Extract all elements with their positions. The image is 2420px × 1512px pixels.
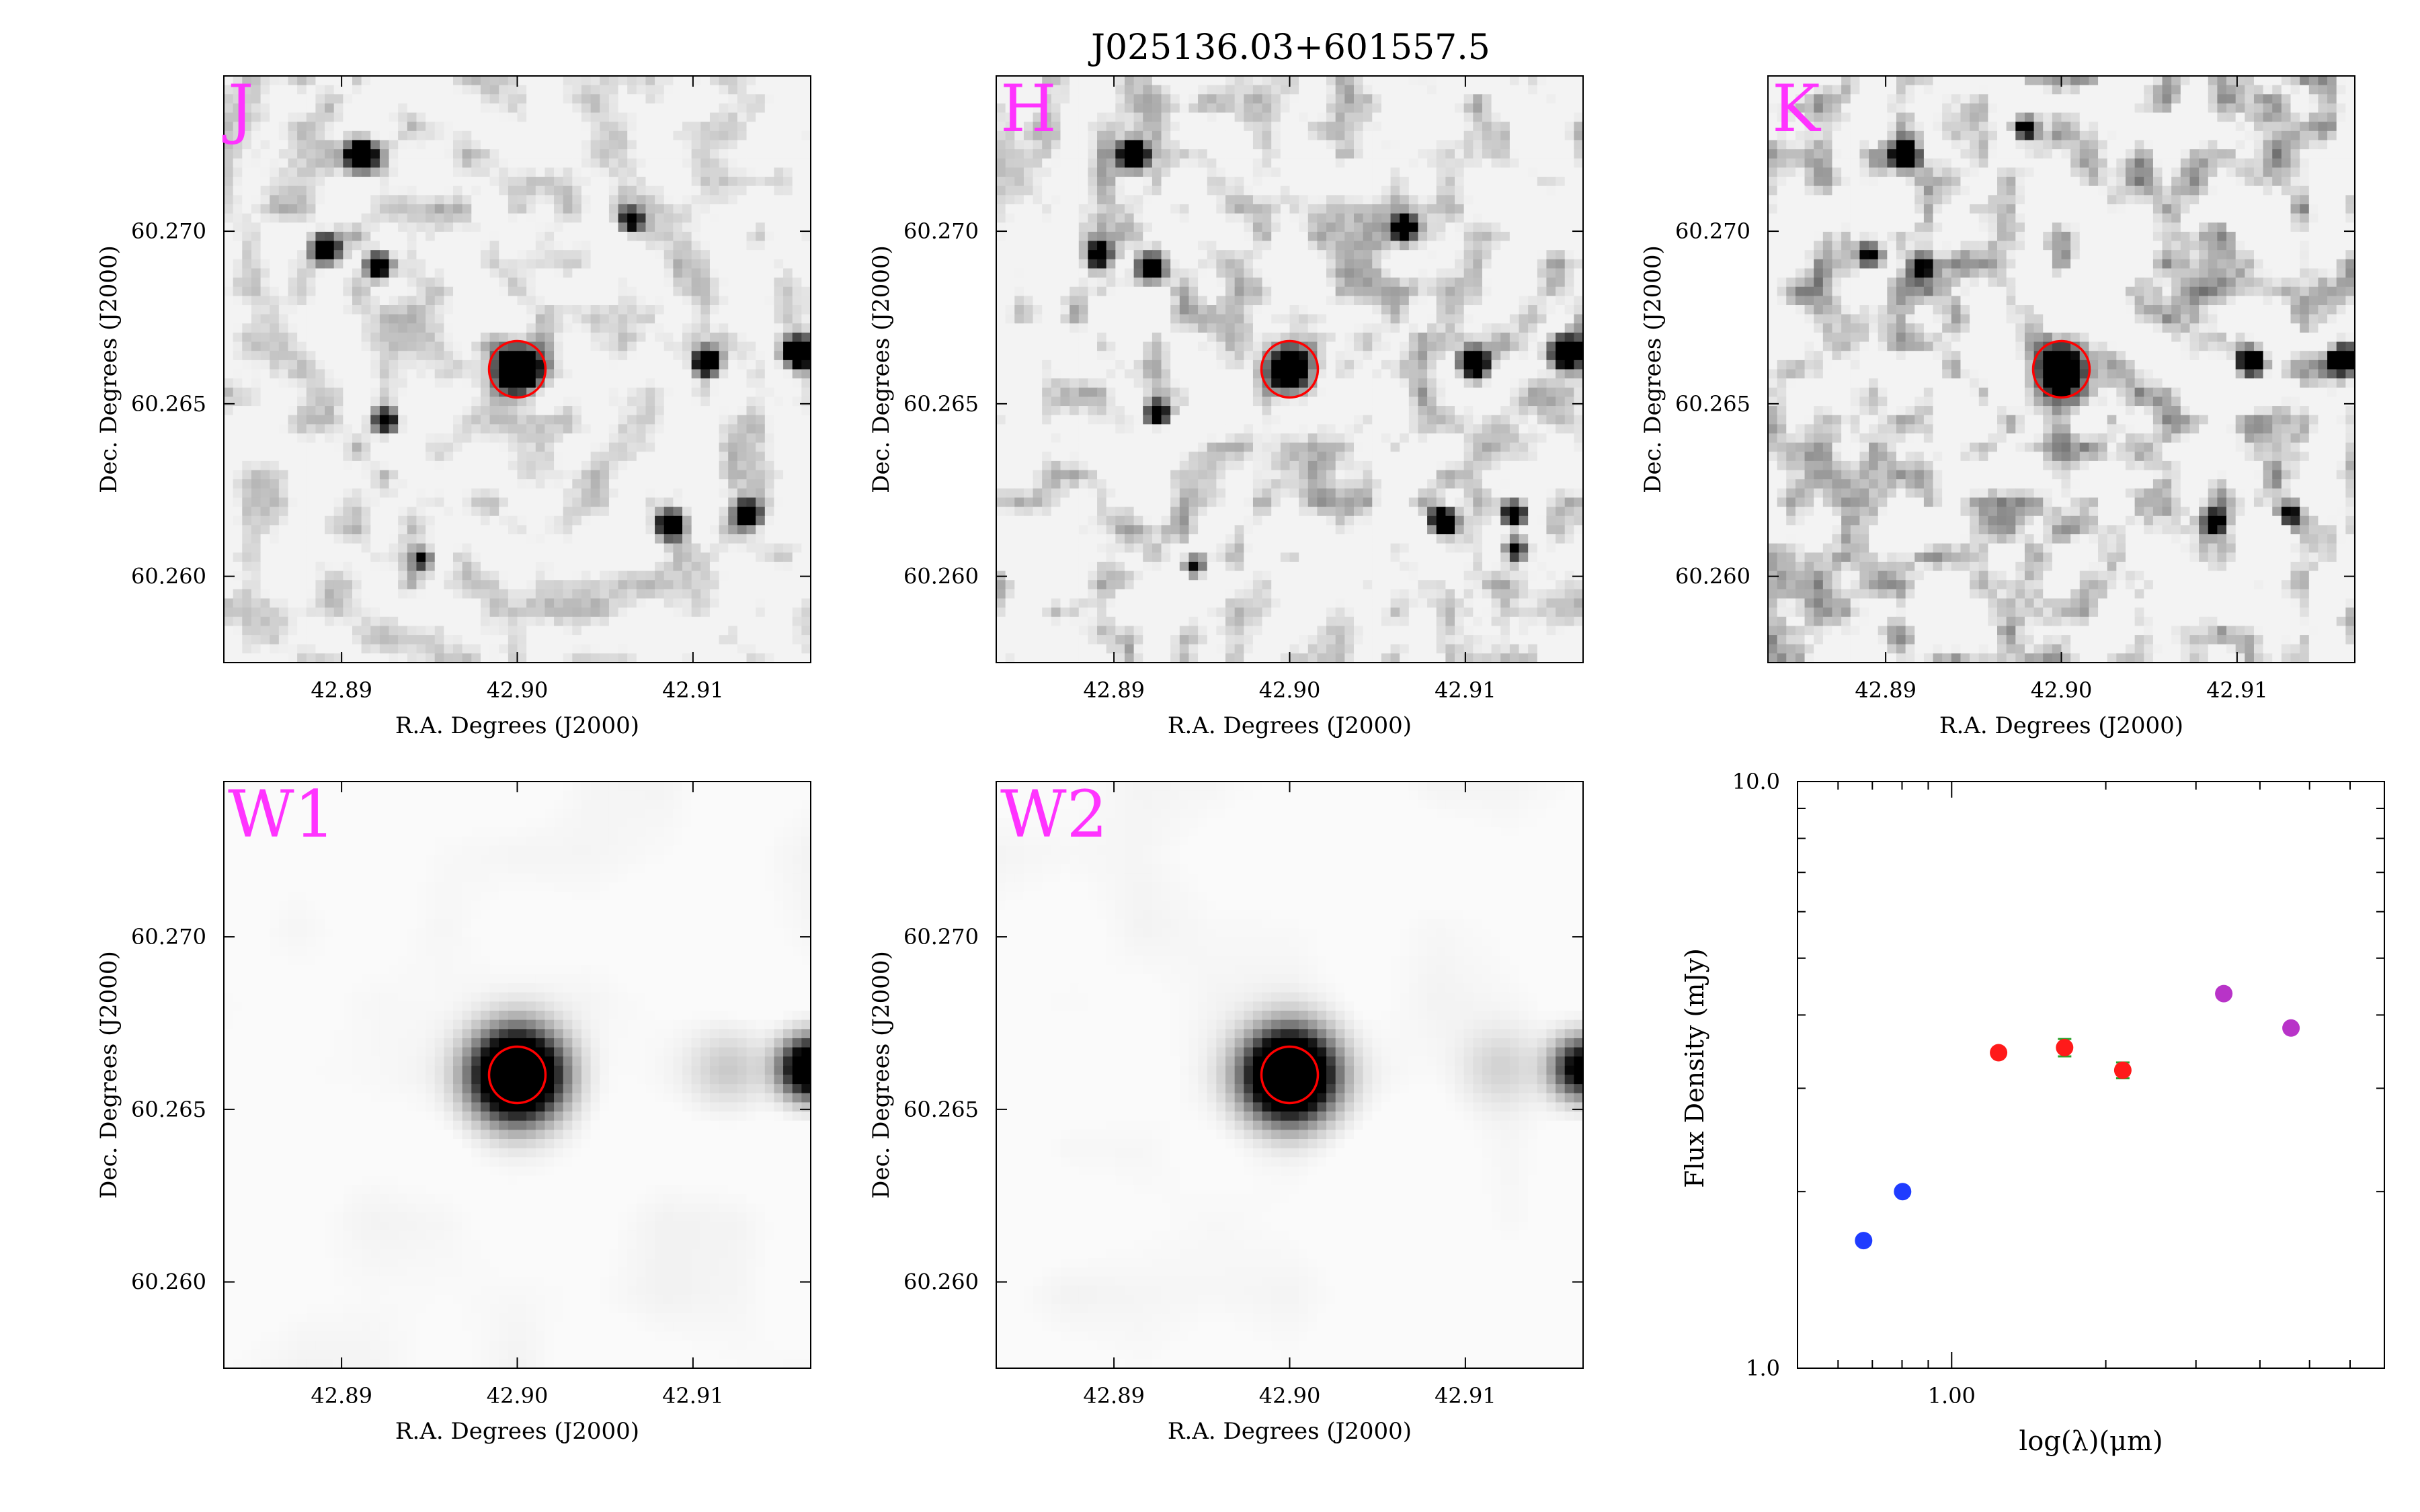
data-point — [1855, 1232, 1873, 1250]
figure-title: J025136.03+601557.5 — [1088, 28, 1490, 68]
x-tick-label: 42.89 — [1083, 677, 1145, 703]
y-tick-label: 60.265 — [903, 391, 979, 417]
y-tick-label: 60.270 — [131, 218, 206, 244]
image-pixels — [224, 782, 811, 1369]
x-tick-label: 42.90 — [1259, 677, 1321, 703]
image-panel-k: K 42.89 42.90 42.91 60.260 60.265 60.270 R.A. D… — [1640, 71, 2355, 739]
x-axis-label: R.A. Degrees (J2000) — [1168, 712, 1412, 739]
x-tick-label: 42.91 — [662, 1383, 724, 1409]
y-tick-label: 60.260 — [903, 1269, 979, 1295]
data-point — [2215, 984, 2233, 1003]
y-tick-label: 60.265 — [131, 391, 206, 417]
data-point — [1894, 1183, 1912, 1201]
image-panel-h: H 42.89 42.90 42.91 60.260 60.265 60.270 R.A. D… — [868, 71, 1584, 739]
x-tick-label: 1.00 — [1928, 1383, 1976, 1409]
band-label: W1 — [228, 777, 335, 852]
y-tick-label: 60.270 — [903, 924, 979, 950]
y-tick-label: 60.265 — [903, 1097, 979, 1122]
image-pixels — [996, 76, 1584, 663]
x-axis-label: R.A. Degrees (J2000) — [395, 1418, 639, 1445]
y-axis-label: Dec. Degrees (J2000) — [1640, 245, 1666, 493]
image-pixels — [1768, 76, 2355, 663]
data-point — [1990, 1044, 2008, 1062]
y-tick-label: 60.270 — [131, 924, 206, 950]
aperture-circle — [1260, 1045, 1320, 1105]
y-tick-label: 60.265 — [131, 1097, 206, 1122]
y-tick-label: 60.270 — [1675, 218, 1750, 244]
band-label: W2 — [1000, 777, 1108, 852]
x-tick-label: 42.90 — [487, 1383, 549, 1409]
x-tick-label: 42.90 — [2031, 677, 2093, 703]
x-tick-label: 42.91 — [1435, 677, 1496, 703]
image-panel-w2: W2 42.89 42.90 42.91 60.260 60.265 60.270 R.A. … — [868, 777, 1584, 1445]
plot-frame — [1797, 781, 2385, 1369]
image-panel-w1: W1 42.89 42.90 42.91 60.260 60.265 60.270 R.A. … — [95, 777, 811, 1445]
x-tick-label: 42.89 — [1855, 677, 1917, 703]
x-axis-label: R.A. Degrees (J2000) — [395, 712, 639, 739]
y-axis-label: Dec. Degrees (J2000) — [868, 245, 895, 493]
y-tick-label: 10.0 — [1732, 769, 1780, 794]
y-tick-label: 60.260 — [1675, 564, 1750, 589]
x-axis-label: log(λ)(μm) — [2019, 1426, 2163, 1457]
y-axis-label: Dec. Degrees (J2000) — [95, 951, 122, 1199]
y-axis-label: Flux Density (mJy) — [1680, 948, 1709, 1188]
band-label: H — [1000, 71, 1057, 146]
x-axis-label: R.A. Degrees (J2000) — [1168, 1418, 1412, 1445]
x-tick-label: 42.89 — [311, 677, 372, 703]
x-tick-label: 42.89 — [1083, 1383, 1145, 1409]
data-point — [2056, 1038, 2074, 1056]
x-tick-label: 42.91 — [2206, 677, 2268, 703]
y-tick-label: 60.270 — [903, 218, 979, 244]
image-pixels — [996, 782, 1584, 1369]
data-point — [2282, 1019, 2300, 1037]
x-tick-label: 42.91 — [662, 677, 724, 703]
band-label: K — [1772, 71, 1822, 146]
y-axis-label: Dec. Degrees (J2000) — [868, 951, 895, 1199]
x-axis-label: R.A. Degrees (J2000) — [1939, 712, 2183, 739]
aperture-circle — [2031, 339, 2091, 399]
x-tick-label: 42.89 — [311, 1383, 372, 1409]
y-tick-label: 60.260 — [903, 564, 979, 589]
x-tick-label: 42.90 — [1259, 1383, 1321, 1409]
image-pixels — [224, 76, 811, 663]
y-tick-label: 60.260 — [131, 564, 206, 589]
aperture-circle — [1260, 339, 1320, 399]
y-axis-label: Dec. Degrees (J2000) — [95, 245, 122, 493]
y-tick-label: 60.265 — [1675, 391, 1750, 417]
y-tick-label: 60.260 — [131, 1269, 206, 1295]
aperture-circle — [487, 1045, 547, 1105]
sed-panel: 1.00 1.0 10.0 log(λ)(μm) Flux Density (mJy) — [1680, 769, 2385, 1457]
x-tick-label: 42.91 — [1435, 1383, 1496, 1409]
y-tick-label: 1.0 — [1746, 1355, 1780, 1381]
aperture-circle — [487, 339, 547, 399]
x-tick-label: 42.90 — [487, 677, 549, 703]
data-point — [2113, 1061, 2132, 1079]
